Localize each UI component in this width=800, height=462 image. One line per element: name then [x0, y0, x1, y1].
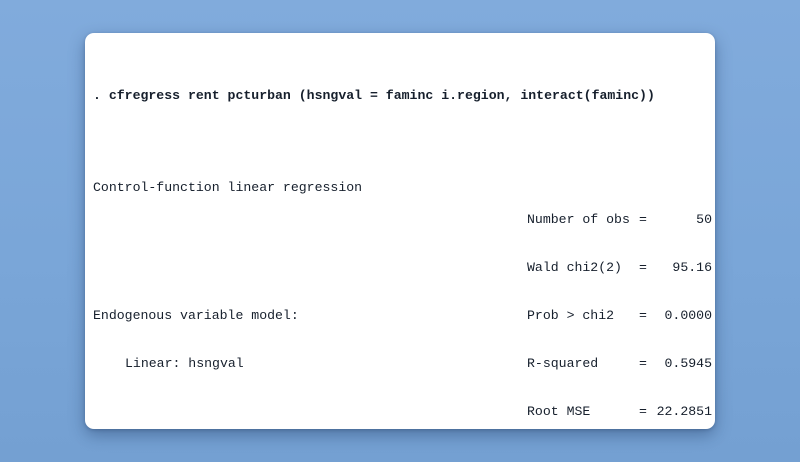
stat-row: Number of obs = 50: [527, 212, 712, 228]
stat-row: Wald chi2(2) = 95.16: [527, 260, 712, 276]
stat-label: Number of obs: [527, 212, 630, 227]
stat-row: Root MSE = 22.2851: [527, 404, 712, 420]
stat-equals: =: [639, 356, 647, 371]
stat-row: R-squared = 0.5945: [527, 356, 712, 372]
stat-value: 0.5945: [664, 356, 712, 371]
model-summary: Control-function linear regression Numbe…: [93, 180, 712, 419]
model-title: Control-function linear regression: [93, 180, 363, 195]
stat-value: 0.0000: [664, 308, 712, 323]
stat-label: Wald chi2(2): [527, 260, 622, 275]
stat-label: Prob > chi2: [527, 308, 615, 323]
stat-row: Prob > chi2 = 0.0000: [527, 308, 712, 324]
stat-value: 22.2851: [656, 404, 712, 419]
endogenous-model: Linear: hsngval: [125, 356, 244, 371]
model-stats: Number of obs = 50 Wald chi2(2) = 95.16 Prob…: [527, 180, 712, 429]
command-line: . cfregress rent pcturban (hsngval = fam…: [93, 88, 655, 103]
stat-value: 95.16: [672, 260, 712, 275]
stat-equals: =: [639, 260, 647, 275]
stat-equals: =: [639, 308, 647, 323]
stat-equals: =: [639, 212, 647, 227]
stat-label: R-squared: [527, 356, 599, 371]
stat-equals: =: [639, 404, 647, 419]
stat-value: 50: [696, 212, 712, 227]
results-console[interactable]: . cfregress rent pcturban (hsngval = fam…: [85, 33, 715, 429]
stata-results-window: . cfregress rent pcturban (hsngval = fam…: [85, 33, 715, 429]
stat-label: Root MSE: [527, 404, 591, 419]
endogenous-header: Endogenous variable model:: [93, 308, 299, 323]
